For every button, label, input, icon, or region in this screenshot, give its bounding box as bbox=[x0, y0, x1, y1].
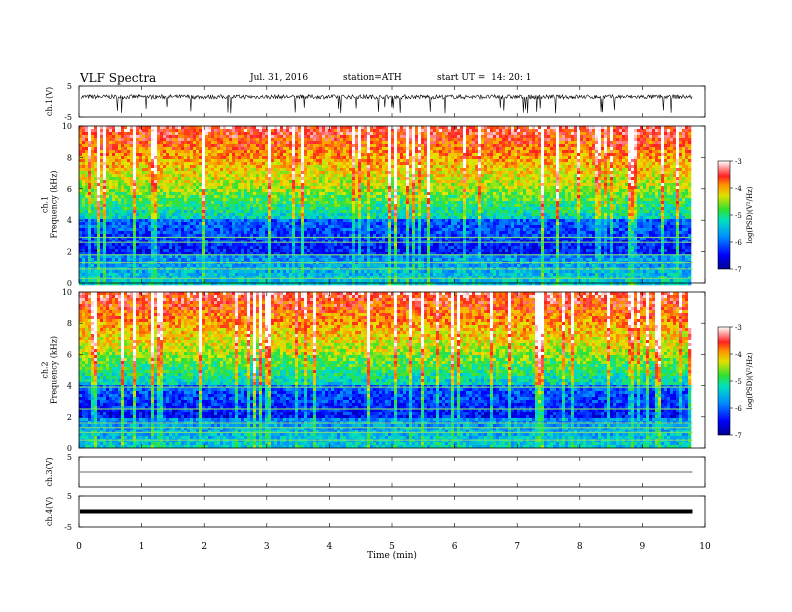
y-axis-label: ch.4(V) bbox=[45, 497, 54, 526]
y-tick-label: 8 bbox=[67, 153, 72, 162]
y-tick-label: 8 bbox=[67, 319, 72, 328]
x-tick-label: 0 bbox=[76, 542, 82, 552]
colorbar-tick-label: -4 bbox=[735, 185, 742, 193]
y-axis-label: Frequency (kHz) bbox=[50, 170, 59, 238]
y-tick-label: 0 bbox=[67, 279, 72, 288]
y-tick-label: -5 bbox=[64, 523, 72, 532]
colorbar-tick-label: -6 bbox=[735, 239, 742, 247]
x-tick-label: 9 bbox=[640, 542, 646, 552]
x-tick-label: 6 bbox=[452, 542, 458, 552]
y-tick-label: 6 bbox=[67, 350, 72, 359]
x-tick-label: 4 bbox=[327, 542, 333, 552]
colorbar-tick-label: -5 bbox=[735, 378, 742, 386]
y-tick-label: 5 bbox=[67, 492, 72, 501]
vlf-figure: 5-5ch.1(V)0246810ch.1 Frequency (kHz)-3-4… bbox=[0, 0, 792, 612]
colorbar-tick-label: -3 bbox=[735, 158, 742, 166]
x-tick-label: 7 bbox=[514, 542, 520, 552]
y-tick-label: 2 bbox=[67, 248, 72, 257]
x-tick-label: 3 bbox=[264, 542, 270, 552]
colorbar-tick-label: -7 bbox=[735, 432, 742, 440]
x-tick-label: 10 bbox=[699, 542, 711, 552]
y-tick-label: 2 bbox=[67, 413, 72, 422]
y-tick-label: 5 bbox=[67, 82, 72, 91]
colorbar-tick-label: -4 bbox=[735, 351, 742, 359]
colorbar-label: log(PSD)(V²/Hz) bbox=[746, 186, 754, 243]
x-tick-label: 2 bbox=[201, 542, 207, 552]
y-axis-label: Frequency (kHz) bbox=[50, 336, 59, 404]
spectrogram-image bbox=[79, 292, 692, 448]
y-axis-label: ch.3(V) bbox=[45, 457, 54, 486]
colorbar-tick-label: -7 bbox=[735, 266, 742, 274]
colorbar bbox=[718, 161, 730, 269]
ch1-waveform-line bbox=[81, 95, 692, 114]
y-tick-label: 0 bbox=[67, 444, 72, 453]
y-axis-label: ch.1(V) bbox=[45, 87, 54, 116]
y-tick-label: 10 bbox=[62, 288, 72, 297]
spectrogram-image bbox=[79, 126, 692, 285]
y-tick-label: 10 bbox=[62, 122, 72, 131]
colorbar bbox=[718, 327, 730, 435]
colorbar-label: log(PSD)(V²/Hz) bbox=[746, 352, 754, 409]
colorbar-tick-label: -5 bbox=[735, 212, 742, 220]
y-tick-label: -5 bbox=[64, 113, 72, 122]
y-tick-label: 4 bbox=[67, 382, 72, 391]
colorbar-tick-label: -6 bbox=[735, 405, 742, 413]
y-axis-label: ch.1 bbox=[41, 196, 50, 213]
y-tick-label: 5 bbox=[67, 453, 72, 462]
y-tick-label: 6 bbox=[67, 185, 72, 194]
x-tick-label: 8 bbox=[577, 542, 583, 552]
y-tick-label: 4 bbox=[67, 216, 72, 225]
x-tick-label: 1 bbox=[139, 542, 145, 552]
y-axis-label: ch.2 bbox=[41, 361, 50, 378]
x-axis-label: Time (min) bbox=[367, 550, 417, 561]
colorbar-tick-label: -3 bbox=[735, 324, 742, 332]
